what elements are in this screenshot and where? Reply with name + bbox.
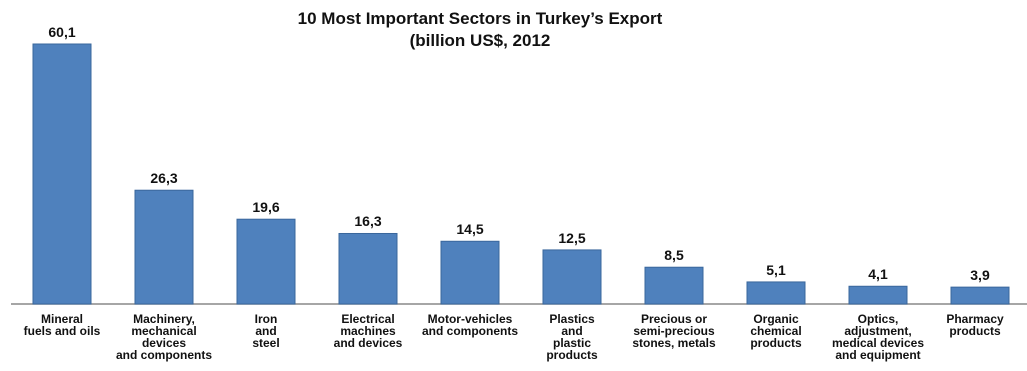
value-label: 26,3 [150, 170, 178, 187]
bar [542, 249, 602, 305]
x-tick-label: Motor-vehicles and components [421, 312, 518, 338]
x-tick-label: Pharmacy products [946, 312, 1004, 338]
value-label: 5,1 [766, 261, 786, 278]
x-tick-label: Optics, adjustment, medical devices and … [831, 312, 925, 362]
x-tick-label: Mineral fuels and oils [23, 312, 101, 338]
value-label: 60,1 [48, 24, 76, 40]
bar [32, 43, 92, 305]
x-tick-label: Iron and steel [252, 312, 280, 350]
value-label: 8,5 [664, 247, 684, 264]
x-tick-label: Machinery, mechanical devices and compon… [115, 312, 212, 362]
bar [644, 266, 704, 305]
value-label: 19,6 [252, 199, 280, 216]
chart-title: 10 Most Important Sectors in Turkey’s Ex… [297, 9, 663, 28]
bar [950, 286, 1010, 305]
x-tick-label: Plastics and plastic products [546, 312, 598, 362]
value-label: 14,5 [456, 221, 484, 238]
value-label: 16,3 [354, 213, 382, 230]
value-label: 12,5 [558, 229, 586, 246]
value-label: 4,1 [868, 266, 888, 283]
x-tick-label: Electrical machines and devices [333, 312, 403, 350]
bar [440, 240, 500, 305]
bar [236, 218, 296, 305]
x-tick-label: Organic chemical products [750, 312, 802, 350]
bar [746, 281, 806, 305]
x-tick-label: Precious or semi-precious stones, metals [632, 312, 716, 350]
bar [848, 285, 908, 305]
bar [134, 189, 194, 305]
bar [338, 232, 398, 305]
value-label: 3,9 [970, 267, 990, 284]
chart-subtitle: (billion US$, 2012 [409, 31, 551, 50]
